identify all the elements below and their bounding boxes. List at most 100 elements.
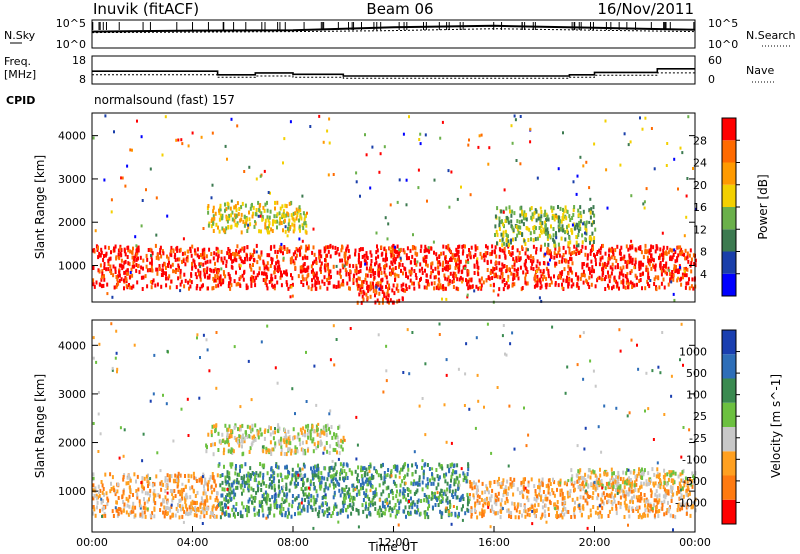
power-cell bbox=[569, 240, 572, 245]
velocity-cell bbox=[407, 493, 410, 497]
velocity-cell bbox=[411, 472, 414, 477]
velocity-cell bbox=[323, 510, 326, 515]
velocity-cell bbox=[234, 507, 237, 512]
power-cell bbox=[315, 271, 318, 276]
power-cell bbox=[446, 267, 449, 272]
power-cell bbox=[443, 273, 446, 278]
velocity-cell bbox=[363, 466, 366, 471]
power-cell bbox=[287, 226, 289, 231]
power-scatter-cell bbox=[161, 153, 164, 157]
power-cell bbox=[167, 264, 170, 268]
velocity-cell bbox=[252, 438, 255, 443]
power-cell bbox=[452, 285, 455, 289]
velocity-cell bbox=[308, 492, 310, 497]
velocity-cell bbox=[444, 509, 447, 513]
power-scatter-cell bbox=[405, 178, 408, 182]
power-cell bbox=[515, 256, 518, 261]
power-cell bbox=[100, 247, 103, 252]
velocity-cell bbox=[193, 513, 196, 518]
velocity-cell bbox=[510, 515, 513, 519]
power-cell bbox=[175, 246, 178, 251]
power-cell bbox=[385, 295, 388, 300]
power-cell bbox=[243, 260, 246, 264]
power-cell bbox=[457, 269, 460, 274]
velocity-cell bbox=[281, 488, 284, 493]
velocity-cell bbox=[414, 509, 417, 514]
power-cell bbox=[184, 278, 187, 283]
velocity-cell bbox=[169, 515, 172, 520]
velocity-cell bbox=[391, 491, 394, 496]
velocity-cell bbox=[271, 474, 274, 479]
velocity-cell bbox=[183, 496, 186, 501]
power-scatter-cell bbox=[450, 170, 453, 174]
velocity-cell bbox=[239, 514, 242, 518]
velocity-cell bbox=[592, 505, 595, 509]
power-cell bbox=[496, 232, 499, 237]
power-cell bbox=[216, 247, 219, 252]
velocity-cell bbox=[656, 494, 659, 499]
power-cell bbox=[505, 242, 508, 247]
velocity-cell bbox=[236, 480, 238, 485]
power-scatter-cell bbox=[642, 202, 645, 206]
velocity-cell bbox=[149, 488, 152, 493]
power-cell bbox=[542, 277, 544, 282]
power-cell bbox=[181, 251, 184, 256]
power-cell bbox=[105, 267, 108, 272]
power-scatter-cell bbox=[416, 260, 419, 264]
power-cell bbox=[674, 250, 677, 254]
velocity-cell bbox=[594, 510, 597, 515]
velocity-cell bbox=[632, 500, 634, 505]
power-cell bbox=[585, 278, 588, 283]
velocity-cell bbox=[604, 495, 607, 500]
power-y-tick-label: 2000 bbox=[58, 216, 86, 229]
velocity-cell bbox=[382, 489, 385, 494]
power-cell bbox=[264, 218, 267, 223]
power-cell bbox=[127, 261, 130, 266]
power-cell bbox=[554, 261, 557, 266]
velocity-cell bbox=[199, 505, 202, 510]
velocity-cell bbox=[486, 486, 489, 491]
power-cell bbox=[682, 275, 684, 280]
velocity-cell bbox=[234, 471, 237, 476]
power-cell bbox=[112, 273, 115, 278]
velocity-cell bbox=[534, 513, 537, 518]
power-cell bbox=[346, 281, 349, 286]
velocity-cell bbox=[235, 464, 237, 468]
power-cell bbox=[210, 252, 213, 256]
velocity-cell bbox=[495, 502, 498, 507]
velocity-cell bbox=[241, 480, 244, 485]
velocity-cell bbox=[97, 495, 99, 500]
power-cell bbox=[638, 279, 641, 283]
power-cell bbox=[588, 285, 591, 289]
power-cell bbox=[662, 277, 665, 282]
power-cell bbox=[252, 205, 255, 210]
power-cell bbox=[372, 285, 375, 290]
velocity-cell bbox=[371, 498, 374, 503]
power-cell bbox=[644, 286, 647, 291]
velocity-cell bbox=[250, 474, 253, 479]
velocity-cell bbox=[619, 505, 622, 510]
power-cell bbox=[521, 209, 523, 214]
velocity-cell bbox=[619, 495, 622, 500]
velocity-cell bbox=[389, 513, 392, 518]
power-cell bbox=[142, 266, 144, 271]
power-cell bbox=[312, 275, 315, 280]
velocity-cell bbox=[404, 474, 406, 479]
power-cell bbox=[571, 270, 574, 275]
velocity-cell bbox=[313, 442, 316, 447]
power-cell bbox=[136, 280, 139, 285]
power-scatter-cell bbox=[503, 188, 506, 192]
power-cell bbox=[501, 262, 504, 267]
velocity-cell bbox=[235, 502, 238, 506]
power-cell bbox=[467, 286, 470, 291]
velocity-cell bbox=[265, 446, 268, 451]
velocity-cell bbox=[405, 497, 407, 502]
velocity-cell bbox=[615, 511, 618, 516]
power-cell bbox=[273, 270, 276, 275]
velocity-cell bbox=[454, 492, 457, 497]
velocity-cell bbox=[421, 465, 423, 470]
power-scatter-cell bbox=[454, 259, 457, 263]
velocity-cell bbox=[94, 486, 97, 491]
velocity-cell bbox=[203, 488, 206, 493]
